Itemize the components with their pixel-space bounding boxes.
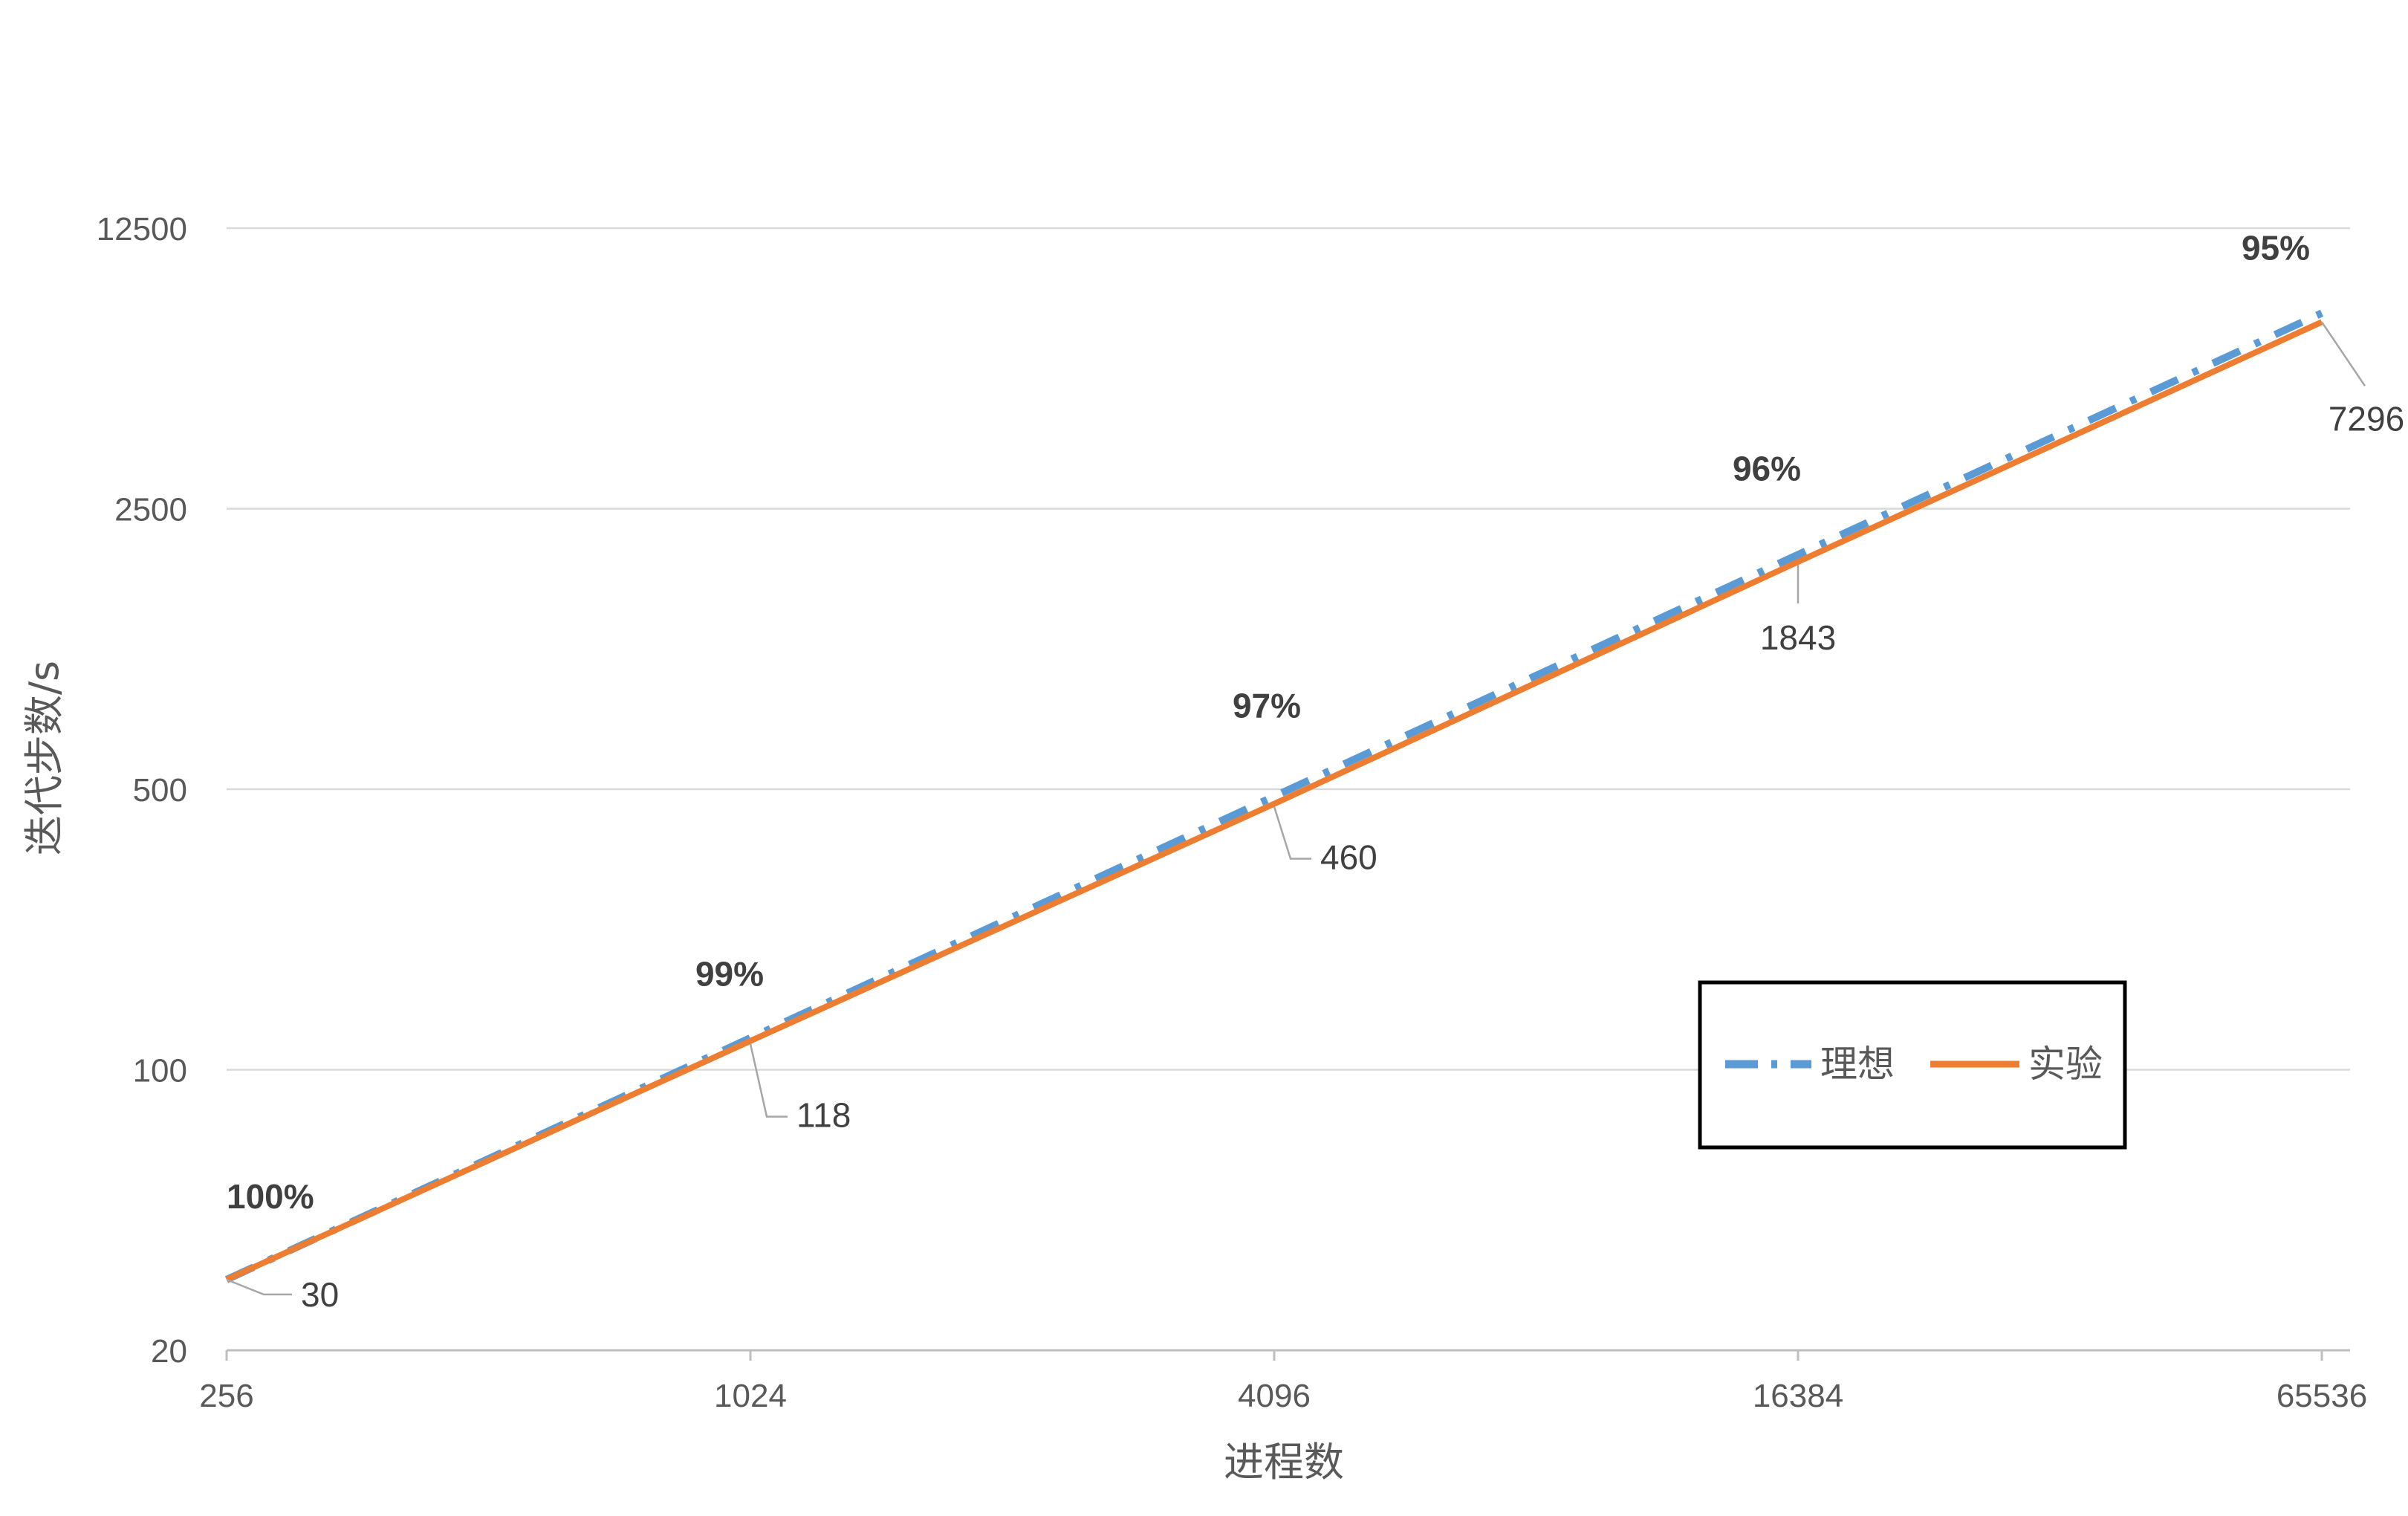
gridlines <box>227 227 2350 1071</box>
efficiency-labels: 100% 99% 97% 96% 95% <box>227 228 2310 1216</box>
data-label-1843: 1843 <box>1760 618 1836 657</box>
label-leader-lines <box>226 321 2366 1296</box>
series-line-ideal <box>224 309 2324 1283</box>
legend-label-ideal: 理想 <box>1820 1043 1895 1086</box>
data-label-7296: 7296 <box>2329 399 2404 438</box>
y-tick-label-2500: 2500 <box>114 492 187 528</box>
legend-label-experiment: 实验 <box>2028 1043 2103 1086</box>
y-axis-ticks: 20 100 500 2500 12500 <box>97 211 187 1370</box>
x-axis-title: 进程数 <box>1224 1439 1344 1486</box>
x-tick-label-1024: 1024 <box>714 1378 787 1414</box>
efficiency-label-1: 100% <box>227 1177 314 1216</box>
x-tick-label-65536: 65536 <box>2276 1378 2367 1414</box>
data-label-460: 460 <box>1320 838 1377 877</box>
x-tick-label-16384: 16384 <box>1753 1378 1843 1414</box>
data-labels: 30 118 460 1843 7296 <box>301 399 2404 1314</box>
data-label-118: 118 <box>796 1096 851 1135</box>
leader-line-30 <box>226 1278 292 1296</box>
efficiency-label-4: 96% <box>1733 449 1801 487</box>
legend-box <box>1698 980 2127 1150</box>
efficiency-label-2: 99% <box>695 955 764 994</box>
y-tick-label-500: 500 <box>133 772 187 809</box>
efficiency-label-3: 97% <box>1233 687 1301 725</box>
axes <box>225 1349 2350 1361</box>
efficiency-label-5: 95% <box>2242 228 2310 267</box>
data-label-30: 30 <box>301 1275 339 1314</box>
legend: 理想 实验 <box>1698 980 2127 1150</box>
leader-line-118 <box>749 1043 788 1118</box>
leader-line-7296 <box>2320 321 2366 386</box>
series-line-experiment <box>225 319 2323 1283</box>
leader-line-460 <box>1273 806 1311 860</box>
series-lines <box>224 309 2324 1283</box>
y-tick-label-20: 20 <box>151 1333 187 1370</box>
y-axis-title: 迭代步数/s <box>21 661 68 855</box>
y-tick-label-100: 100 <box>133 1053 187 1089</box>
x-tick-label-4096: 4096 <box>1238 1378 1311 1414</box>
x-tick-label-256: 256 <box>199 1378 253 1414</box>
y-tick-label-12500: 12500 <box>97 211 187 247</box>
x-axis-ticks: 256 1024 4096 16384 65536 <box>199 1378 2367 1414</box>
